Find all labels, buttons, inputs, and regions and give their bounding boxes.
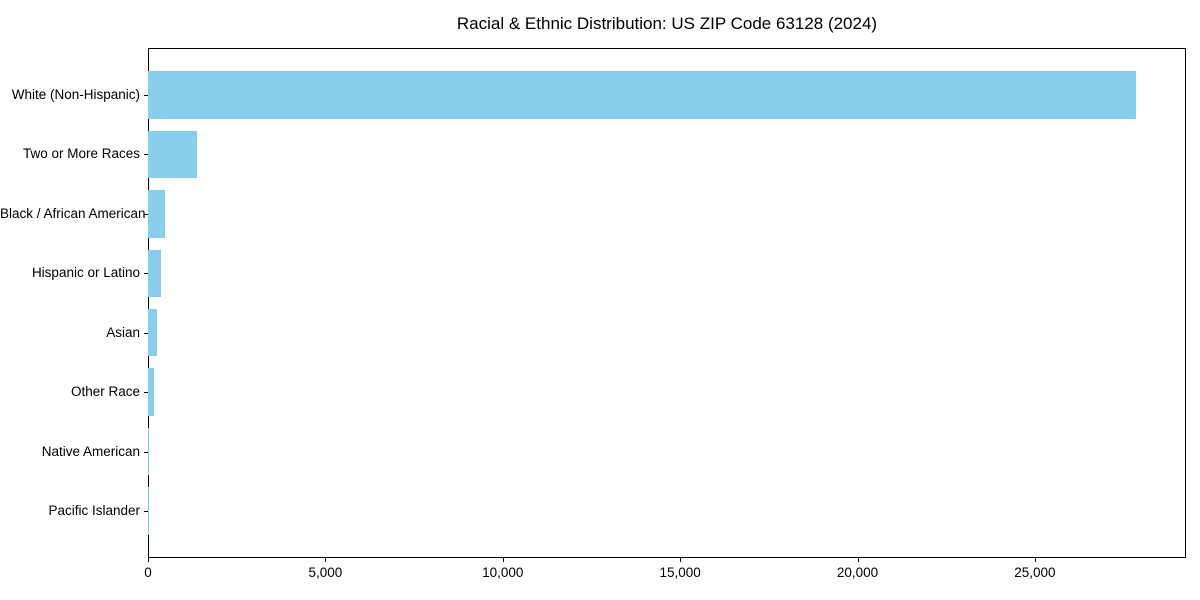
x-tick-mark	[325, 558, 327, 562]
y-tick-mark	[144, 213, 148, 215]
x-tick-mark	[857, 558, 859, 562]
bar	[148, 368, 154, 416]
x-tick-mark	[680, 558, 682, 562]
x-tick-label: 5,000	[308, 565, 343, 580]
bar	[148, 249, 162, 298]
y-tick-mark	[144, 94, 148, 96]
chart-title: Racial & Ethnic Distribution: US ZIP Cod…	[456, 14, 878, 33]
y-axis-label: White (Non-Hispanic)	[11, 86, 140, 102]
y-axis-label: Two or More Races	[22, 146, 140, 162]
y-tick-mark	[144, 332, 148, 334]
y-tick-mark	[144, 392, 148, 394]
y-axis-label: Other Race	[70, 384, 140, 400]
y-tick-mark	[144, 451, 148, 453]
y-axis-label: Hispanic or Latino	[31, 265, 140, 281]
x-tick-mark	[1034, 558, 1036, 562]
y-axis-label: Pacific Islander	[48, 503, 140, 519]
bar	[148, 190, 166, 238]
y-tick-mark	[144, 154, 148, 156]
x-tick-mark	[148, 558, 149, 562]
bar	[148, 130, 198, 179]
x-tick-label: 20,000	[836, 565, 879, 580]
x-tick-label: 15,000	[659, 565, 701, 580]
bar	[148, 427, 150, 476]
x-tick-label: 10,000	[482, 565, 524, 580]
bar	[148, 71, 1136, 119]
y-axis-label: Black / African American	[0, 205, 146, 221]
y-tick-mark	[144, 273, 148, 275]
y-tick-mark	[144, 511, 148, 513]
x-tick-mark	[502, 558, 504, 562]
y-axis-label: Asian	[106, 324, 140, 340]
x-tick-label: 0	[144, 565, 152, 580]
y-axis-label: Native American	[41, 443, 140, 459]
plot-area	[148, 48, 1186, 558]
bar	[148, 308, 158, 357]
x-tick-label: 25,000	[1014, 565, 1056, 580]
